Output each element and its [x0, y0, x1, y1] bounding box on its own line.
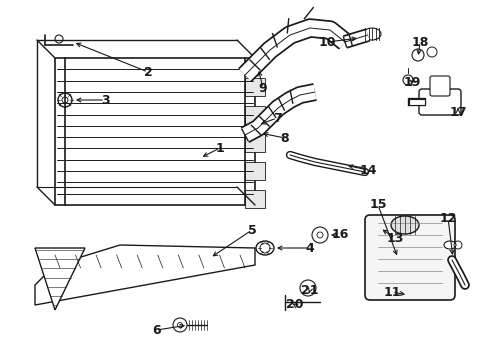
- Ellipse shape: [443, 241, 455, 249]
- Text: 6: 6: [152, 324, 161, 337]
- Bar: [244, 190, 264, 208]
- Text: 13: 13: [386, 231, 403, 244]
- Text: 9: 9: [258, 81, 267, 94]
- Text: 12: 12: [438, 211, 456, 225]
- Text: 5: 5: [247, 224, 256, 237]
- Text: 20: 20: [285, 298, 303, 311]
- Text: 15: 15: [368, 198, 386, 211]
- Text: 2: 2: [143, 66, 152, 78]
- Bar: [244, 134, 264, 152]
- Circle shape: [58, 93, 72, 107]
- Text: 10: 10: [318, 36, 335, 49]
- Text: 8: 8: [280, 131, 289, 144]
- Text: 18: 18: [410, 36, 428, 49]
- Circle shape: [311, 227, 327, 243]
- FancyBboxPatch shape: [364, 215, 454, 300]
- Polygon shape: [35, 245, 254, 305]
- Bar: [55, 58, 254, 205]
- Text: 17: 17: [448, 105, 466, 118]
- Text: 19: 19: [403, 76, 420, 89]
- Text: 21: 21: [301, 284, 318, 297]
- Circle shape: [62, 97, 68, 103]
- Text: 11: 11: [383, 285, 400, 298]
- Ellipse shape: [362, 28, 380, 40]
- Text: 4: 4: [305, 242, 314, 255]
- Circle shape: [55, 35, 63, 43]
- Circle shape: [260, 243, 269, 253]
- FancyBboxPatch shape: [429, 76, 449, 96]
- Text: 7: 7: [272, 112, 281, 125]
- Text: 1: 1: [215, 141, 224, 154]
- Ellipse shape: [256, 241, 273, 255]
- Bar: [244, 78, 264, 96]
- Bar: [244, 162, 264, 180]
- Text: 14: 14: [359, 163, 376, 176]
- Circle shape: [316, 232, 323, 238]
- Ellipse shape: [390, 216, 418, 234]
- Bar: [244, 106, 264, 124]
- FancyBboxPatch shape: [418, 89, 460, 115]
- Text: 16: 16: [331, 229, 348, 242]
- Text: 3: 3: [101, 94, 109, 107]
- Polygon shape: [35, 248, 85, 310]
